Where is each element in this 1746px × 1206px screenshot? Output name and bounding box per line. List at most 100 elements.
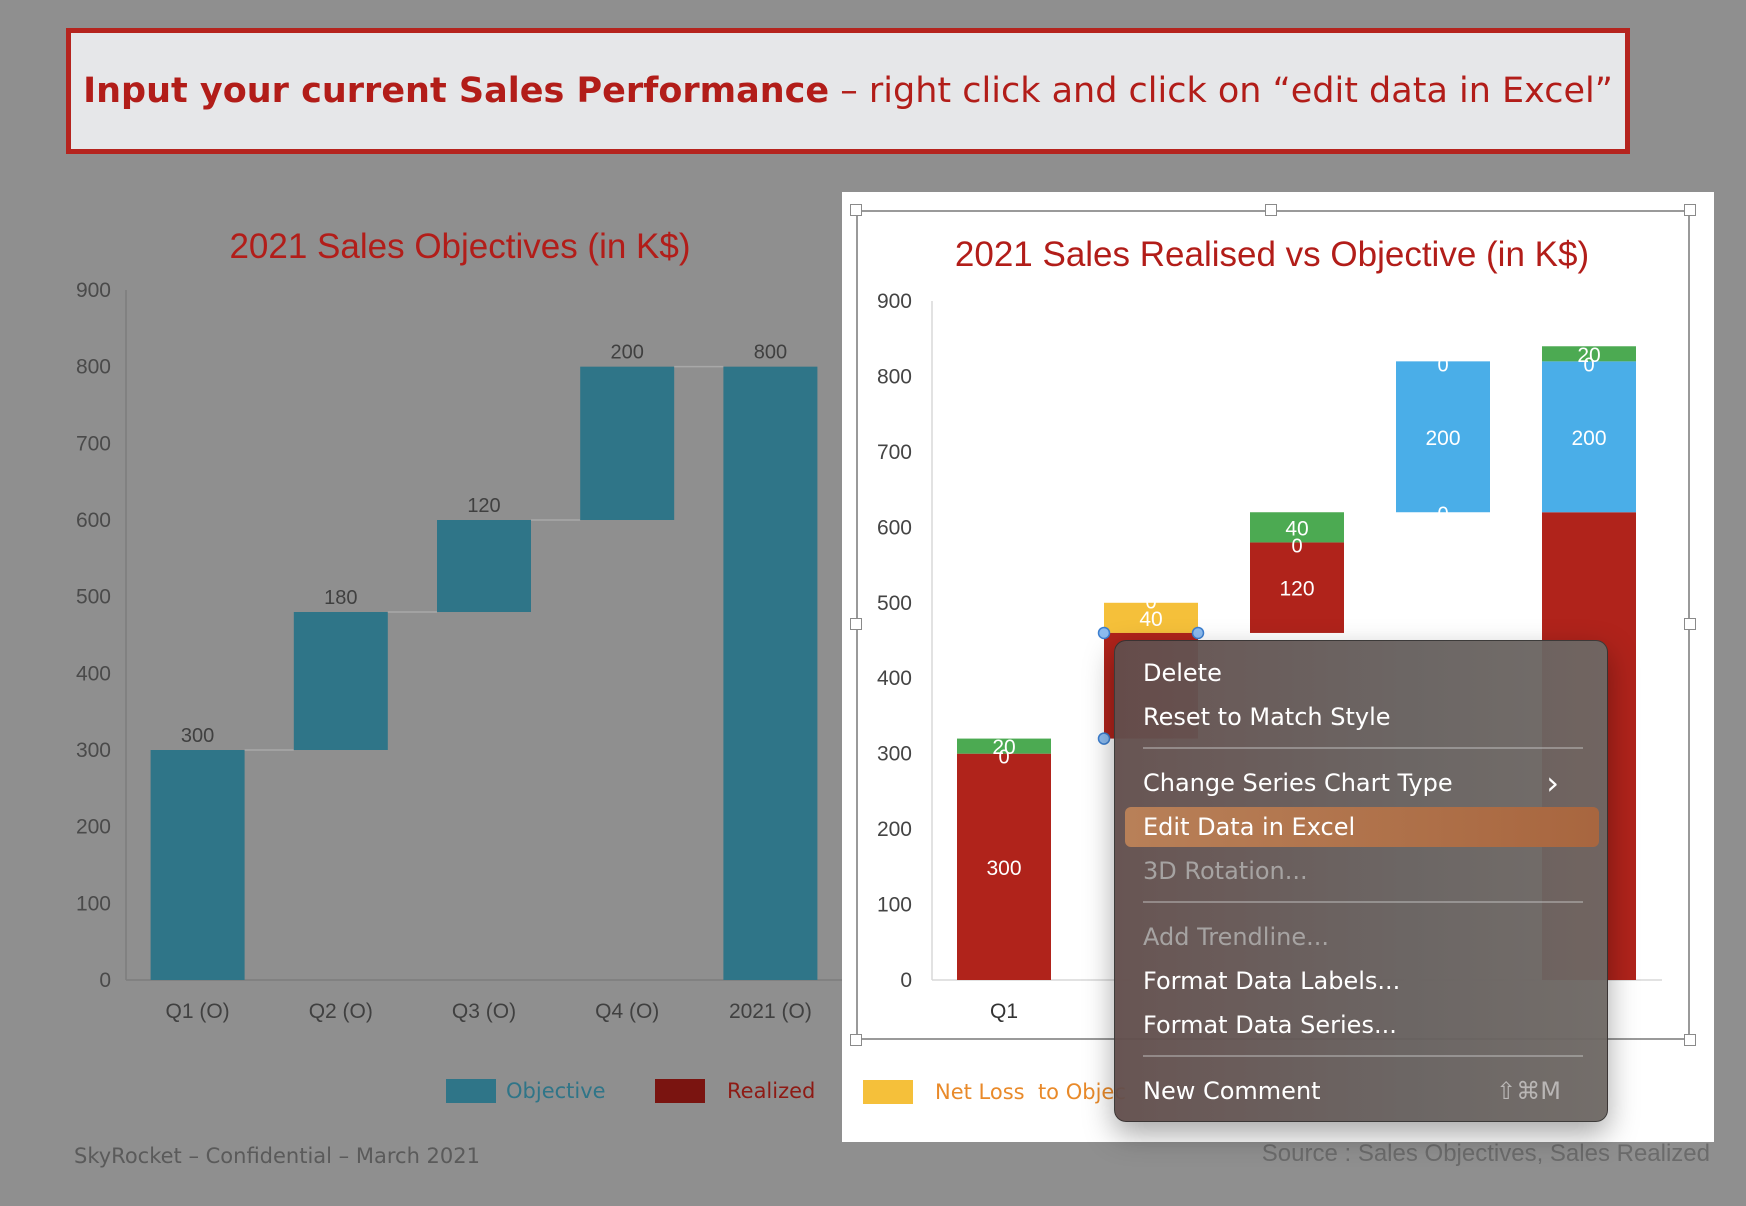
legend-swatch-objective xyxy=(446,1079,496,1103)
series-bar-segment xyxy=(1542,361,1636,513)
menu-item-change-series-chart-type[interactable]: Change Series Chart Type › xyxy=(1143,763,1583,803)
series-bar-segment xyxy=(957,738,1051,754)
legend-label-realized: Realized xyxy=(727,1079,816,1103)
zero-data-label: 0 xyxy=(1437,504,1448,526)
menu-item-add-trendline: Add Trendline... xyxy=(1143,917,1583,957)
segment-data-label: 200 xyxy=(1571,427,1606,450)
resize-handle-bottom-right[interactable] xyxy=(1684,1034,1696,1046)
bar-data-label: 800 xyxy=(754,342,787,364)
menu-item-add-trendline-label: Add Trendline... xyxy=(1143,923,1329,951)
menu-separator xyxy=(1143,901,1583,903)
series-bar-segment xyxy=(1250,542,1344,633)
menu-item-reset-style-label: Reset to Match Style xyxy=(1143,703,1391,731)
segment-data-label: 200 xyxy=(1425,427,1460,450)
objective-bar xyxy=(580,366,675,520)
right-y-tick-label: 400 xyxy=(877,667,912,690)
left-y-tick-label: 600 xyxy=(76,509,111,532)
right-y-tick-label: 700 xyxy=(877,441,912,464)
menu-item-new-comment-label: New Comment xyxy=(1143,1077,1321,1105)
menu-item-3d-rotation: 3D Rotation... xyxy=(1143,851,1583,891)
right-y-tick-label: 600 xyxy=(877,516,912,539)
menu-item-edit-data-in-excel[interactable]: Edit Data in Excel xyxy=(1125,807,1599,847)
zero-data-label: 0 xyxy=(1437,354,1448,376)
left-chart-title: 2021 Sales Objectives (in K$) xyxy=(229,227,690,266)
banner-rest-text: – right click and click on “edit data in… xyxy=(829,71,1613,111)
left-y-tick-label: 0 xyxy=(99,969,111,992)
resize-handle-middle-right[interactable] xyxy=(1684,618,1696,630)
menu-item-3d-rotation-label: 3D Rotation... xyxy=(1143,857,1308,885)
resize-handle-top-right[interactable] xyxy=(1684,204,1696,216)
legend-label-net-loss: Net Loss to Objec xyxy=(935,1080,1126,1104)
legend-item-realized: Realized xyxy=(655,1079,815,1103)
resize-handle-bottom-left[interactable] xyxy=(850,1034,862,1046)
objective-bar xyxy=(293,612,388,750)
left-x-tick-label: Q4 (O) xyxy=(595,1000,659,1023)
left-x-tick-label: Q1 (O) xyxy=(166,1000,230,1023)
series-bar-segment xyxy=(1250,512,1344,543)
instruction-banner: Input your current Sales Performance – r… xyxy=(66,28,1630,154)
right-y-tick-label: 900 xyxy=(877,290,912,313)
bar-data-label: 120 xyxy=(467,495,500,517)
left-y-tick-label: 800 xyxy=(76,356,111,379)
legend-item-net-loss: Net Loss to Objec xyxy=(863,1080,1126,1104)
legend-swatch-realized xyxy=(655,1079,705,1103)
legend-item-objective: Objective xyxy=(446,1079,606,1103)
context-menu: Delete Reset to Match Style Change Serie… xyxy=(1114,640,1608,1122)
menu-item-edit-data-label: Edit Data in Excel xyxy=(1143,813,1356,841)
objective-bar xyxy=(150,750,245,980)
left-x-tick-label: 2021 (O) xyxy=(729,1000,812,1023)
left-y-tick-label: 300 xyxy=(76,739,111,762)
legend-label-objective: Objective xyxy=(506,1079,606,1103)
resize-handle-middle-left[interactable] xyxy=(850,618,862,630)
legend-swatch-net-loss xyxy=(863,1080,913,1104)
series-bar-segment xyxy=(1396,361,1490,513)
left-y-tick-label: 500 xyxy=(76,586,111,609)
footer-source: Source : Sales Objectives, Sales Realize… xyxy=(1261,1140,1710,1167)
menu-item-delete[interactable]: Delete xyxy=(1143,653,1583,693)
menu-item-change-series-label: Change Series Chart Type xyxy=(1143,769,1453,797)
right-y-tick-label: 500 xyxy=(877,592,912,615)
right-chart-title: 2021 Sales Realised vs Objective (in K$) xyxy=(955,235,1589,274)
segment-data-label: 300 xyxy=(986,857,1021,880)
series-bar-segment xyxy=(1104,602,1198,633)
menu-item-format-data-series[interactable]: Format Data Series... xyxy=(1143,1005,1583,1045)
menu-item-new-comment[interactable]: New Comment ⇧⌘M xyxy=(1143,1071,1583,1111)
right-y-tick-label: 0 xyxy=(900,969,912,992)
segment-data-label: 120 xyxy=(1279,578,1314,601)
series-bar-segment xyxy=(957,753,1051,980)
menu-separator xyxy=(1143,747,1583,749)
left-y-tick-label: 400 xyxy=(76,662,111,685)
segment-data-label: 20 xyxy=(1577,344,1600,367)
zero-data-label: 0 xyxy=(1145,591,1156,613)
menu-item-reset-style[interactable]: Reset to Match Style xyxy=(1143,697,1583,737)
right-x-tick-label: Q1 xyxy=(990,1000,1018,1023)
zero-data-label: 0 xyxy=(998,747,1009,769)
shortcut-label: ⇧⌘M xyxy=(1496,1077,1561,1105)
right-y-tick-label: 300 xyxy=(877,743,912,766)
left-y-tick-label: 200 xyxy=(76,816,111,839)
menu-item-format-data-series-label: Format Data Series... xyxy=(1143,1011,1397,1039)
resize-handle-top-left[interactable] xyxy=(850,204,862,216)
left-y-tick-label: 900 xyxy=(76,279,111,302)
right-y-tick-label: 100 xyxy=(877,894,912,917)
left-y-tick-label: 100 xyxy=(76,892,111,915)
menu-item-format-data-labels[interactable]: Format Data Labels... xyxy=(1143,961,1583,1001)
series-selection-handle xyxy=(1097,626,1111,640)
bar-data-label: 300 xyxy=(181,725,214,747)
left-x-tick-label: Q2 (O) xyxy=(309,1000,373,1023)
segment-data-label: 20 xyxy=(992,736,1015,759)
objective-bar xyxy=(723,366,818,981)
left-y-tick-label: 700 xyxy=(76,432,111,455)
zero-data-label: 0 xyxy=(1583,354,1594,376)
menu-item-delete-label: Delete xyxy=(1143,659,1222,687)
series-selection-handle xyxy=(1097,732,1111,745)
bar-data-label: 180 xyxy=(324,587,357,609)
chevron-right-icon: › xyxy=(1546,764,1559,802)
menu-separator xyxy=(1143,1055,1583,1057)
right-y-tick-label: 800 xyxy=(877,365,912,388)
series-selection-handle xyxy=(1191,626,1205,640)
resize-handle-top-middle[interactable] xyxy=(1265,204,1277,216)
bar-data-label: 200 xyxy=(611,342,644,364)
objective-bar xyxy=(437,520,531,612)
